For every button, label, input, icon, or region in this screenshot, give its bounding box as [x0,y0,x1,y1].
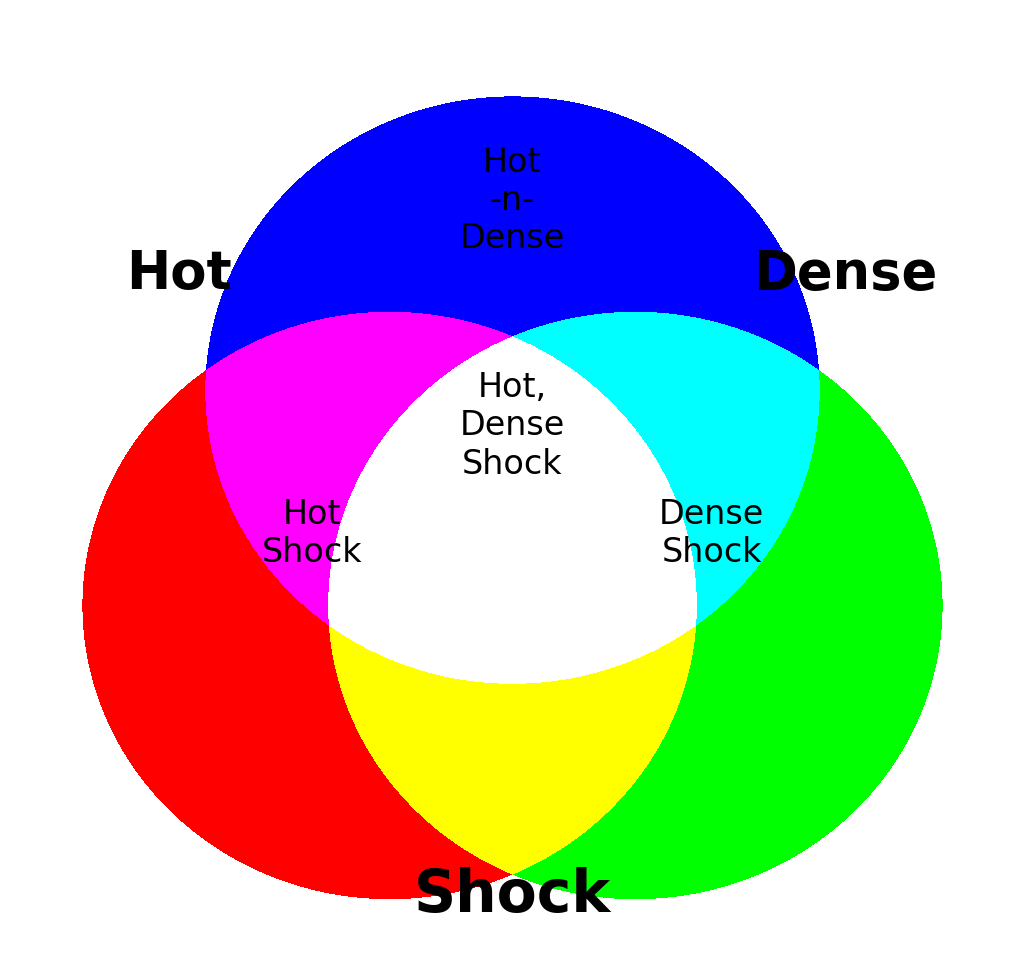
Text: Hot
-n-
Dense: Hot -n- Dense [460,146,564,255]
Text: Hot
Shock: Hot Shock [262,498,362,568]
Text: Shock: Shock [414,867,610,923]
Text: Hot,
Dense
Shock: Hot, Dense Shock [460,371,564,480]
Text: Dense
Shock: Dense Shock [659,498,764,568]
Text: Dense: Dense [753,247,937,300]
Text: Hot: Hot [126,247,232,300]
